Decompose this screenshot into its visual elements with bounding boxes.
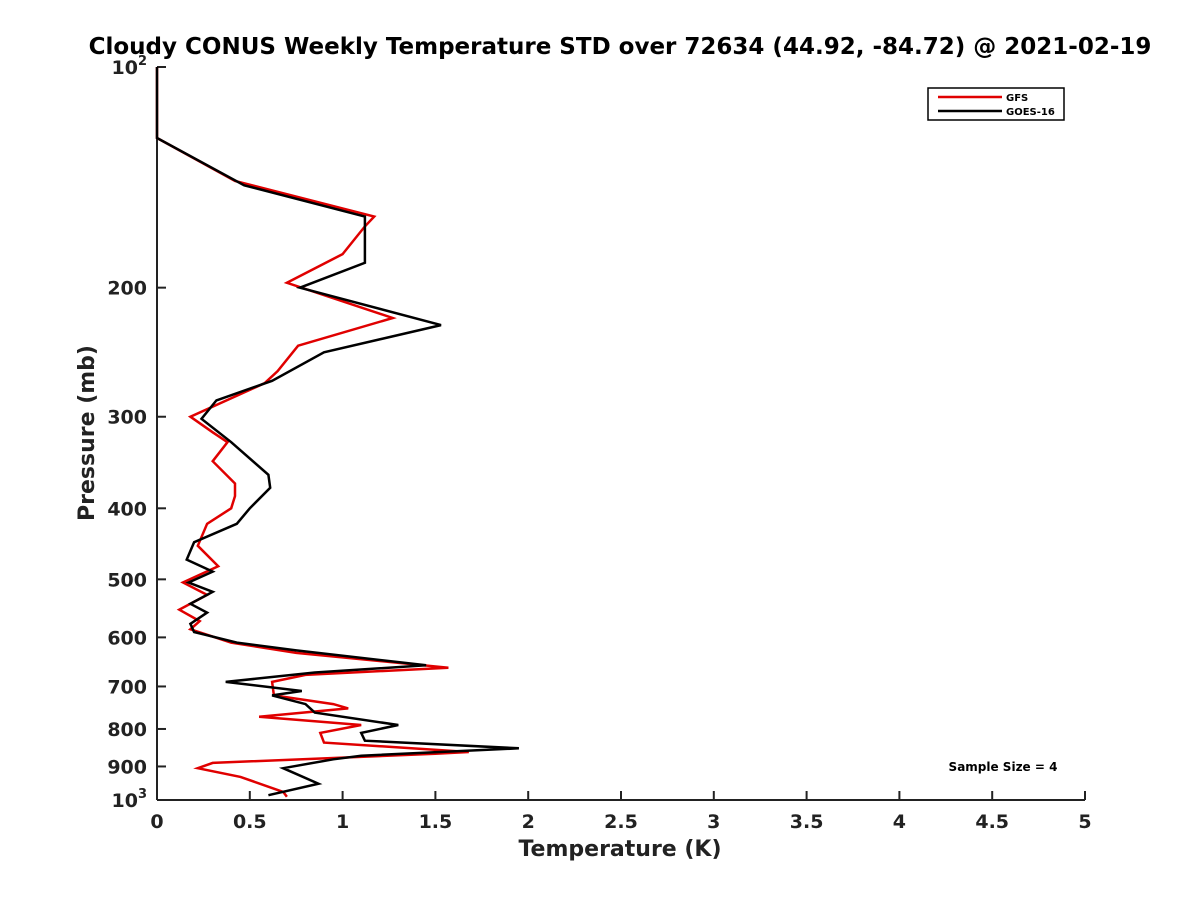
y-tick-label: 900 bbox=[107, 756, 147, 778]
y-axis-ticks: 102 200 300 400 500 600 700 800 900 103 bbox=[107, 54, 166, 812]
x-tick-label: 1 bbox=[336, 811, 349, 833]
x-tick-label: 0 bbox=[150, 811, 163, 833]
x-tick-label: 0.5 bbox=[233, 811, 267, 833]
y-tick-label: 600 bbox=[107, 627, 147, 649]
sample-size-annotation: Sample Size = 4 bbox=[949, 760, 1058, 774]
y-tick-label: 200 bbox=[107, 278, 147, 300]
x-tick-label: 3.5 bbox=[790, 811, 824, 833]
legend-box bbox=[927, 87, 1065, 121]
series-line-gfs bbox=[155, 67, 469, 798]
x-axis-ticks: 0 0.5 1 1.5 2 2.5 3 3.5 4 4.5 5 bbox=[150, 791, 1092, 833]
x-tick-label: 2.5 bbox=[604, 811, 638, 833]
x-tick-label: 5 bbox=[1078, 811, 1091, 833]
legend: GFS GOES-16 bbox=[927, 87, 1065, 121]
y-tick-label: 102 bbox=[112, 54, 148, 79]
plot-area: 0 0.5 1 1.5 2 2.5 3 3.5 4 4.5 5 102 200 300 400 500 600… bbox=[107, 54, 1091, 833]
x-tick-label: 2 bbox=[522, 811, 535, 833]
y-axis-label: Pressure (mb) bbox=[75, 345, 100, 521]
y-tick-label: 700 bbox=[107, 676, 147, 698]
y-tick-label: 800 bbox=[107, 719, 147, 741]
y-tick-label: 103 bbox=[112, 787, 148, 812]
x-tick-label: 3 bbox=[707, 811, 720, 833]
y-tick-label: 300 bbox=[107, 407, 147, 429]
legend-label-gfs: GFS bbox=[1006, 93, 1028, 104]
series-line-goes-16 bbox=[155, 67, 519, 797]
x-tick-label: 1.5 bbox=[419, 811, 453, 833]
series-layer bbox=[155, 67, 519, 798]
y-tick-label: 400 bbox=[107, 498, 147, 520]
x-tick-label: 4.5 bbox=[975, 811, 1009, 833]
x-tick-label: 4 bbox=[893, 811, 906, 833]
legend-label-goes-16: GOES-16 bbox=[1006, 107, 1055, 118]
chart-title: Cloudy CONUS Weekly Temperature STD over… bbox=[89, 34, 1152, 60]
x-axis-label: Temperature (K) bbox=[518, 837, 721, 862]
y-tick-label: 500 bbox=[107, 569, 147, 591]
